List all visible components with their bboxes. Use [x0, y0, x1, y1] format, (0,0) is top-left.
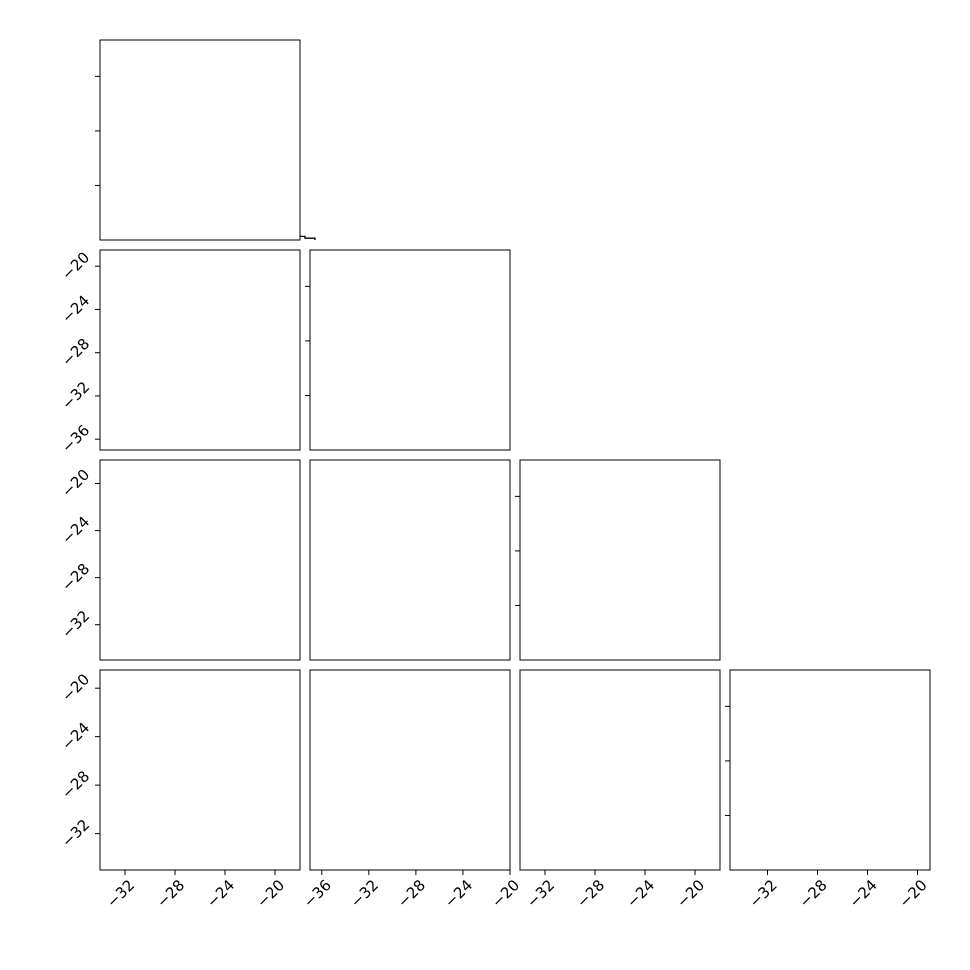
y-tick-label: −20 — [58, 248, 93, 283]
histogram-frame-1 — [309, 249, 511, 451]
histogram-frame-2 — [519, 459, 721, 661]
y-tick-label: −32 — [58, 378, 93, 413]
y-tick-label: −24 — [58, 513, 93, 548]
scatter-frame-1-0 — [99, 249, 301, 451]
y-tick-label: −24 — [58, 292, 93, 327]
y-tick-label: −28 — [58, 335, 93, 370]
y-tick-label: −32 — [58, 607, 93, 642]
histogram-frame-0 — [99, 39, 301, 241]
scatter-frame-2-0 — [99, 459, 301, 661]
y-tick-label: −20 — [58, 466, 93, 501]
y-tick-label: −36 — [58, 421, 93, 456]
scatter-frame-2-1 — [309, 459, 511, 661]
y-tick-label: −28 — [58, 560, 93, 595]
histogram-frame-3 — [729, 669, 931, 871]
